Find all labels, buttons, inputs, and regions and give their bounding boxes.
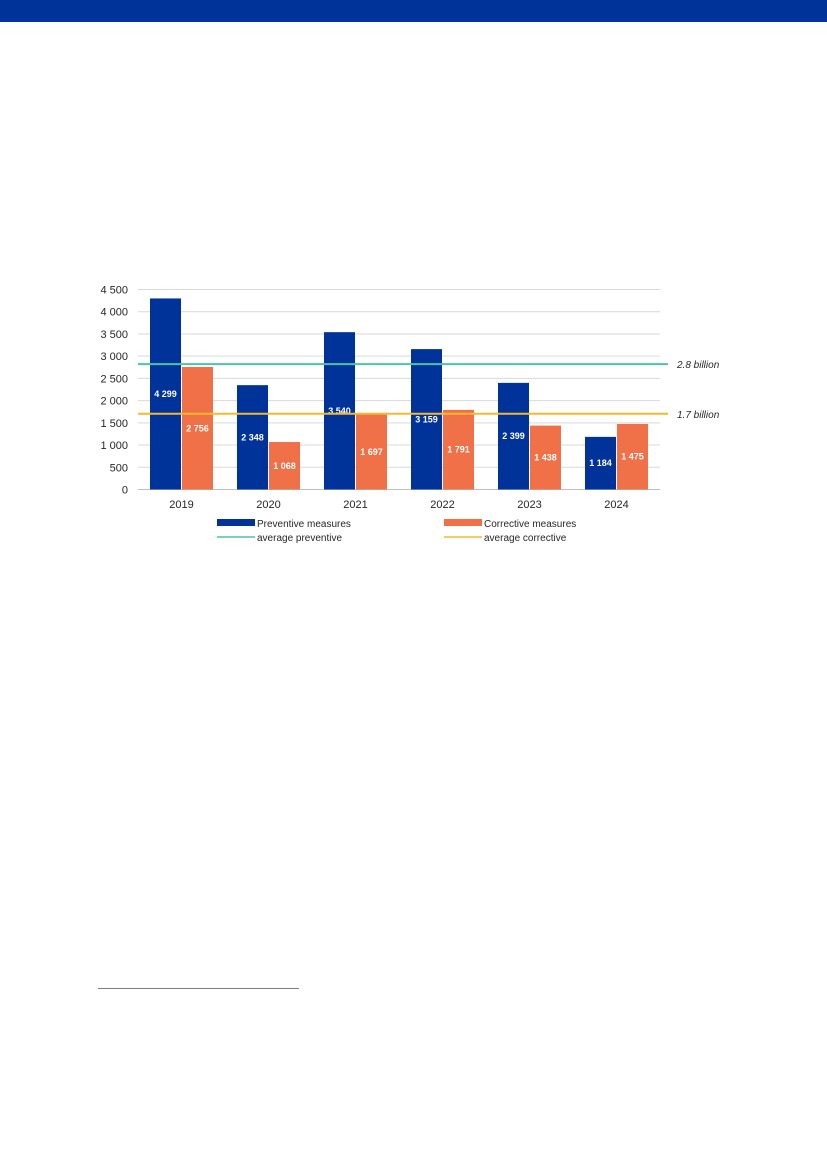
bar-corrective-2023 [530, 425, 561, 490]
bar-preventive-2020 [237, 385, 268, 490]
data-label: 2 756 [186, 423, 209, 433]
legend-label: average preventive [257, 533, 342, 544]
y-tick-label: 2 000 [100, 396, 128, 408]
y-tick-label: 4 000 [100, 307, 128, 319]
x-tick-label: 2024 [604, 499, 628, 511]
legend-label: average corrective [484, 533, 567, 544]
x-tick-label: 2021 [343, 499, 367, 511]
bar-preventive-2019 [150, 298, 181, 490]
data-label: 1 791 [447, 445, 470, 455]
data-label: 3 159 [415, 414, 438, 424]
data-labels: 4 299 2 348 3 540 3 159 2 399 1 184 2 756 1 068… [154, 389, 644, 471]
y-tick-label: 1 500 [100, 418, 128, 430]
bar-preventive-2024 [585, 436, 616, 490]
y-tick-label: 3 000 [100, 351, 128, 363]
y-tick-label: 0 [122, 485, 128, 497]
legend-swatch [444, 519, 482, 526]
x-tick-label: 2020 [256, 499, 280, 511]
x-tick-label: 2022 [430, 499, 454, 511]
y-axis-ticks: 0 500 1 000 1 500 2 000 2 500 3 000 3 500 4 000 4… [100, 285, 128, 497]
data-label: 2 348 [241, 432, 264, 442]
bar-chart: 0 500 1 000 1 500 2 000 2 500 3 000 3 500 4 000 4… [100, 285, 720, 545]
x-axis-ticks: 2019 2020 2021 2022 2023 2024 [169, 499, 628, 511]
gridlines [138, 289, 660, 490]
bar-corrective-2019 [182, 367, 213, 490]
data-label: 2 399 [502, 431, 525, 441]
bar-corrective-2021 [356, 414, 387, 490]
y-tick-label: 1 000 [100, 440, 128, 452]
average-lines: 2.8 billion 1.7 billion [138, 360, 720, 421]
data-label: 1 697 [360, 447, 383, 457]
data-label: 1 068 [273, 461, 296, 471]
y-tick-label: 3 500 [100, 329, 128, 341]
bar-preventive-2021 [324, 332, 355, 490]
x-tick-label: 2019 [169, 499, 193, 511]
bar-corrective-2022 [443, 409, 474, 490]
legend-label: Preventive measures [257, 519, 351, 530]
bar-corrective-2020 [269, 442, 300, 490]
data-label: 1 184 [589, 458, 612, 468]
data-label: 4 299 [154, 389, 177, 399]
bar-preventive-2023 [498, 382, 529, 490]
legend-label: Corrective measures [484, 519, 576, 530]
x-tick-label: 2023 [517, 499, 541, 511]
footnote-separator [98, 988, 299, 989]
y-tick-label: 500 [110, 462, 128, 474]
bar-preventive-2022 [411, 349, 442, 490]
average-corrective-label: 1.7 billion [677, 410, 720, 421]
y-tick-label: 2 500 [100, 373, 128, 385]
y-tick-label: 4 500 [100, 285, 128, 297]
data-label: 1 438 [534, 453, 557, 463]
legend: Preventive measures Corrective measures av… [217, 519, 576, 544]
bar-corrective-2024 [617, 423, 648, 490]
header-bar [0, 0, 827, 22]
average-preventive-label: 2.8 billion [676, 360, 720, 371]
data-label: 3 540 [328, 406, 351, 416]
bars [150, 298, 648, 490]
legend-swatch [217, 519, 255, 526]
data-label: 1 475 [621, 452, 644, 462]
